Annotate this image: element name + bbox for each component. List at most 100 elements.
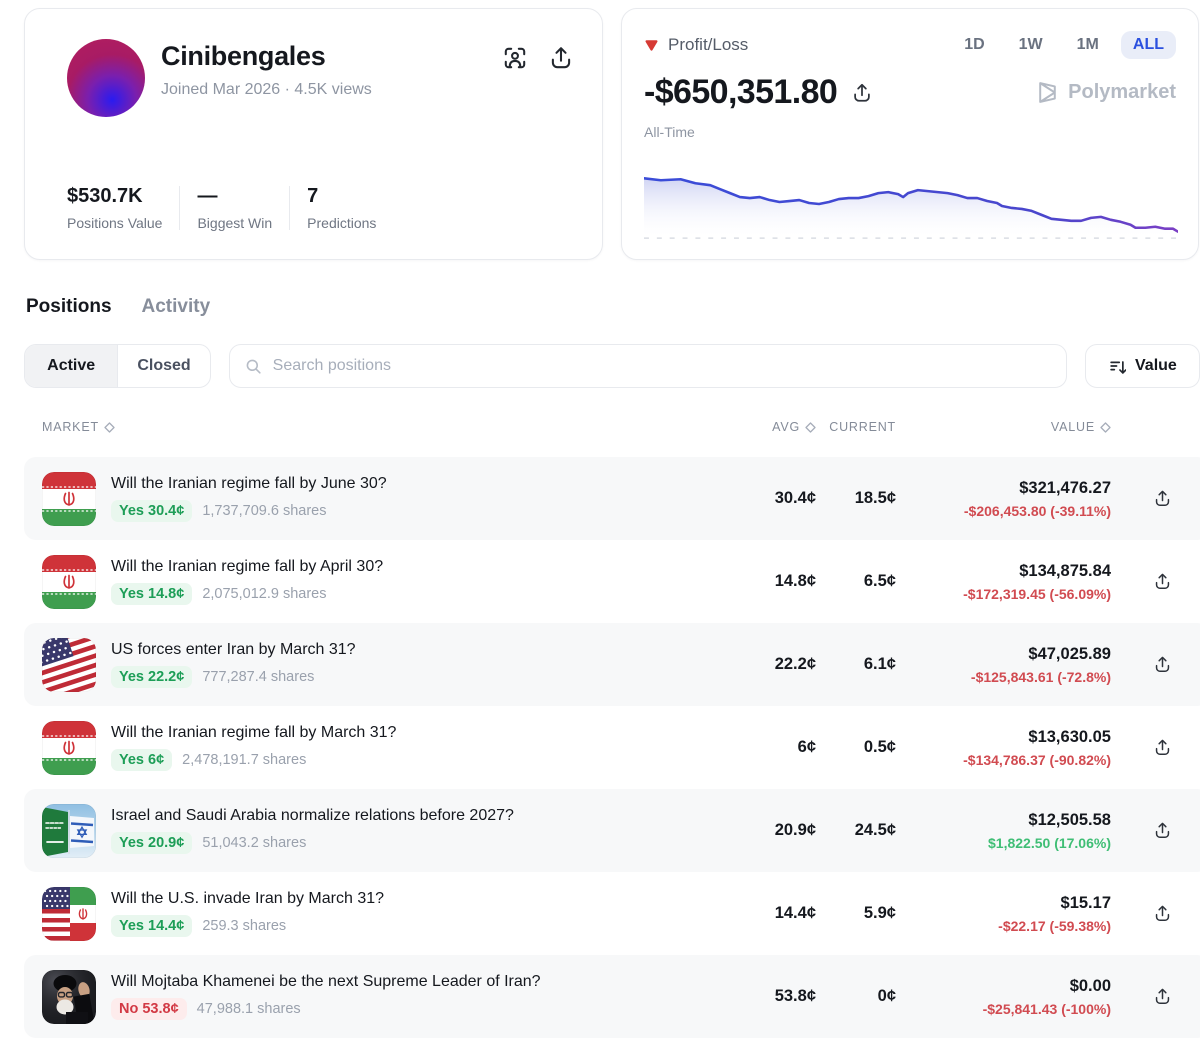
sort-diamond-icon: [805, 421, 816, 433]
position-badge: Yes 22.2¢: [111, 666, 193, 688]
scan-qr-icon[interactable]: [502, 45, 528, 71]
tab-positions[interactable]: Positions: [26, 296, 112, 317]
position-pnl: -$172,319.45 (-56.09%): [963, 585, 1111, 602]
current-price: 0¢: [877, 987, 896, 1005]
table-row[interactable]: Will the Iranian regime fall by June 30?…: [24, 457, 1200, 540]
position-value: $134,875.84: [1019, 561, 1111, 580]
divider: [179, 186, 181, 230]
table-row[interactable]: Will the U.S. invade Iran by March 31? Y…: [24, 872, 1200, 955]
range-1m[interactable]: 1M: [1076, 36, 1099, 53]
sort-button[interactable]: Value: [1084, 344, 1200, 388]
position-badge: No 53.8¢: [111, 998, 187, 1020]
avg-price: 53.8¢: [774, 987, 816, 1005]
share-icon[interactable]: [1153, 987, 1172, 1006]
avg-price: 20.9¢: [774, 821, 816, 839]
position-pnl: -$206,453.80 (-39.11%): [963, 502, 1111, 519]
share-icon[interactable]: [1153, 655, 1172, 674]
col-current[interactable]: CURRENT: [829, 420, 896, 434]
share-icon[interactable]: [1153, 904, 1172, 923]
shares-label: 259.3 shares: [202, 918, 287, 934]
market-title[interactable]: US forces enter Iran by March 31?: [111, 641, 356, 658]
current-price: 18.5¢: [854, 489, 896, 507]
positions-controls: Active Closed Value: [24, 344, 1200, 388]
share-profile-icon[interactable]: [548, 45, 574, 71]
iran-flag-icon: [42, 721, 96, 775]
pnl-amount: -$650,351.80: [644, 73, 838, 111]
share-icon[interactable]: [1153, 489, 1172, 508]
position-pnl: -$125,843.61 (-72.8%): [970, 668, 1111, 685]
current-price: 0.5¢: [863, 738, 896, 756]
market-title[interactable]: Will the Iranian regime fall by June 30?: [111, 475, 387, 492]
shares-label: 47,988.1 shares: [196, 1001, 301, 1017]
stat-positions-value: $530.7K Positions Value: [67, 185, 163, 231]
position-value: $13,630.05: [1028, 727, 1111, 746]
position-value: $12,505.58: [1028, 810, 1111, 829]
divider: [289, 186, 291, 230]
table-header: MARKET AVG CURRENT VALUE: [24, 418, 1200, 436]
range-1d[interactable]: 1D: [964, 36, 985, 53]
range-all[interactable]: ALL: [1120, 31, 1176, 59]
pnl-card: Profit/Loss 1D 1W 1M ALL -$650,351.80 Po…: [621, 8, 1199, 260]
col-market[interactable]: MARKET: [42, 420, 728, 434]
sort-diamond-icon: [104, 421, 115, 433]
col-value[interactable]: VALUE: [896, 420, 1131, 434]
table-row[interactable]: Will the Iranian regime fall by March 31…: [24, 706, 1200, 789]
iran-flag-icon: [42, 555, 96, 609]
range-selector: 1D 1W 1M ALL: [952, 31, 1176, 59]
share-icon[interactable]: [1153, 821, 1172, 840]
table-row[interactable]: US forces enter Iran by March 31? Yes 22…: [24, 623, 1200, 706]
col-avg[interactable]: AVG: [728, 420, 816, 434]
shares-label: 1,737,709.6 shares: [202, 503, 327, 519]
positions-table: Will the Iranian regime fall by June 30?…: [24, 457, 1200, 1038]
position-badge: Yes 20.9¢: [111, 832, 193, 854]
position-value: $321,476.27: [1019, 478, 1111, 497]
market-title[interactable]: Will Mojtaba Khamenei be the next Suprem…: [111, 973, 541, 990]
table-row[interactable]: Will the Iranian regime fall by April 30…: [24, 540, 1200, 623]
table-row[interactable]: Will Mojtaba Khamenei be the next Suprem…: [24, 955, 1200, 1038]
market-title[interactable]: Will the Iranian regime fall by March 31…: [111, 724, 397, 741]
position-value: $15.17: [1060, 893, 1111, 912]
pnl-sparkline-line: [642, 177, 1180, 233]
position-value: $47,025.89: [1028, 644, 1111, 663]
share-icon[interactable]: [1153, 572, 1172, 591]
sort-descending-icon: [1110, 361, 1127, 374]
shares-label: 2,075,012.9 shares: [202, 586, 327, 602]
segment-closed[interactable]: Closed: [117, 345, 209, 387]
current-price: 24.5¢: [854, 821, 896, 839]
shares-label: 51,043.2 shares: [202, 835, 307, 851]
stat-biggest-win: — Biggest Win: [197, 185, 273, 231]
current-price: 6.5¢: [863, 572, 896, 590]
segment-active[interactable]: Active: [25, 345, 118, 387]
current-price: 5.9¢: [863, 904, 896, 922]
table-row[interactable]: Israel and Saudi Arabia normalize relati…: [24, 789, 1200, 872]
position-badge: Yes 14.8¢: [111, 583, 193, 605]
pnl-sparkline-chart: [642, 177, 1180, 240]
shares-label: 777,287.4 shares: [202, 669, 315, 685]
pnl-period: All-Time: [644, 124, 695, 140]
avg-price: 22.2¢: [774, 655, 816, 673]
sort-diamond-icon: [1100, 421, 1111, 433]
search-box: [228, 344, 1067, 388]
current-price: 6.1¢: [863, 655, 896, 673]
avatar: [67, 39, 145, 117]
polymarket-watermark: Polymarket: [1035, 80, 1176, 105]
khamenei-photo-icon: [42, 970, 96, 1024]
tab-activity[interactable]: Activity: [141, 296, 211, 317]
profile-stats: $530.7K Positions Value — Biggest Win 7 …: [67, 185, 376, 231]
position-badge: Yes 14.4¢: [111, 915, 193, 937]
polymarket-logo-icon: [1039, 82, 1056, 103]
market-title[interactable]: Israel and Saudi Arabia normalize relati…: [111, 807, 514, 824]
position-value: $0.00: [1069, 976, 1111, 995]
market-title[interactable]: Will the U.S. invade Iran by March 31?: [111, 890, 385, 907]
search-input[interactable]: [272, 357, 1052, 375]
share-pnl-icon[interactable]: [851, 82, 873, 104]
avg-price: 6¢: [797, 738, 816, 756]
market-title[interactable]: Will the Iranian regime fall by April 30…: [111, 558, 384, 575]
section-tabs: Positions Activity: [26, 296, 1200, 318]
range-1w[interactable]: 1W: [1018, 36, 1043, 53]
avg-price: 30.4¢: [774, 489, 816, 507]
share-icon[interactable]: [1153, 738, 1172, 757]
shares-label: 2,478,191.7 shares: [182, 752, 307, 768]
profile-name: Cinibengales: [161, 41, 326, 71]
avg-price: 14.4¢: [774, 904, 816, 922]
